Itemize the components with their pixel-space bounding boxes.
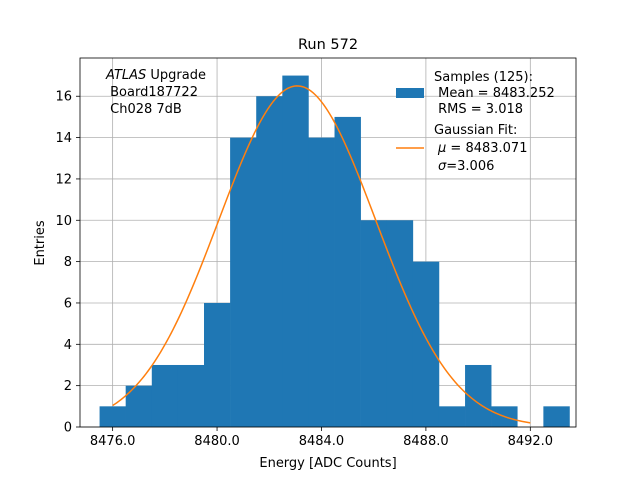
annotation-board: Board187722	[106, 85, 198, 100]
histogram-bar-2	[151, 364, 179, 427]
annotation-line-1: ATLAS Upgrade	[105, 68, 206, 83]
y-tick-label-2: 4	[64, 338, 72, 353]
legend-mu-symbol: μ	[437, 141, 446, 156]
histogram-bar-4	[204, 302, 231, 427]
y-tick-label-3: 6	[64, 296, 72, 311]
legend-samples-rms: RMS = 3.018	[434, 102, 523, 117]
x-tick-label-2: 8484.0	[299, 434, 345, 449]
histogram-bar-5	[230, 137, 257, 427]
x-axis-label: Energy [ADC Counts]	[259, 456, 396, 471]
histogram-bar-10	[360, 220, 388, 427]
y-axis-label: Entries	[33, 220, 48, 266]
histogram-bar-12	[412, 261, 440, 427]
annotation-atlas: ATLAS	[105, 68, 146, 83]
legend-fit-sigma: σ=3.006	[438, 159, 494, 174]
legend-samples-title: Samples (125):	[434, 70, 533, 85]
histogram-bar-9	[334, 116, 361, 428]
annotation-channel: Ch028 7dB	[106, 102, 182, 117]
y-tick-label-7: 14	[55, 131, 72, 146]
x-axis-ticks: 8476.0 8480.0 8484.0 8488.0 8492.0	[90, 427, 553, 449]
legend-sigma-value: =3.006	[446, 159, 494, 174]
legend-fit-title: Gaussian Fit:	[434, 123, 517, 138]
legend-fit-mu: μ = 8483.071	[437, 141, 527, 156]
plot-frame	[79, 57, 577, 428]
histogram-bar-3	[177, 364, 205, 427]
histogram-bar-17	[543, 406, 570, 427]
legend-samples-swatch	[396, 88, 424, 98]
histogram-bar-13	[438, 406, 466, 427]
atlas-annotation: ATLAS Upgrade Board187722 Ch028 7dB	[105, 68, 206, 117]
x-tick-label-4: 8492.0	[508, 434, 554, 449]
x-tick-label-3: 8488.0	[403, 434, 449, 449]
x-tick-label-0: 8476.0	[90, 434, 136, 449]
y-tick-label-4: 8	[64, 255, 72, 270]
annotation-upgrade: Upgrade	[146, 68, 206, 83]
histogram-bar-8	[308, 137, 335, 427]
histogram-bar-7	[282, 75, 309, 428]
legend-sigma-symbol: σ	[438, 159, 447, 174]
y-axis-ticks: 0 2 4 6 8 10 12 14 16	[55, 90, 80, 436]
y-tick-label-5: 10	[55, 214, 72, 229]
x-tick-label-1: 8480.0	[194, 434, 240, 449]
y-tick-label-1: 2	[64, 379, 72, 394]
histogram-bar-6	[256, 96, 283, 427]
histogram-bars	[99, 75, 570, 428]
legend-samples-mean: Mean = 8483.252	[434, 86, 555, 101]
y-tick-label-8: 16	[55, 90, 72, 105]
y-tick-label-0: 0	[64, 421, 72, 436]
legend-mu-value: = 8483.071	[446, 141, 527, 156]
histogram-bar-11	[386, 220, 414, 427]
y-tick-label-6: 12	[55, 172, 72, 187]
legend: Samples (125): Mean = 8483.252 RMS = 3.0…	[396, 70, 555, 174]
gaussian-fit-curve	[112, 85, 531, 424]
chart-title: Run 572	[298, 37, 358, 53]
histogram-bar-0	[99, 406, 126, 427]
